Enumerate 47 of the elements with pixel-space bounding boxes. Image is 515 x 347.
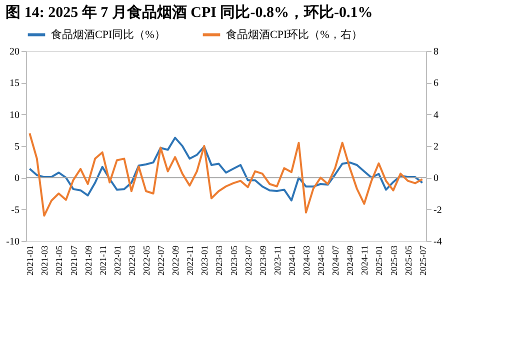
x-tick-label: 2021-11 xyxy=(98,246,108,276)
x-tick-label: 2024-03 xyxy=(302,245,312,276)
x-tick-label: 2022-11 xyxy=(185,246,196,276)
x-tick-label: 2021-07 xyxy=(68,245,79,276)
x-tick-label: 2023-09 xyxy=(258,245,268,276)
legend-label: 食品烟酒CPI环比（%，右） xyxy=(226,28,362,41)
x-tick-label: 2022-01 xyxy=(112,246,122,276)
x-tick-label: 2022-05 xyxy=(142,245,152,276)
y-tick-label: -10 xyxy=(6,236,20,248)
x-tick-label: 2024-05 xyxy=(316,245,326,276)
y2-tick-label: 8 xyxy=(434,46,438,58)
x-tick-label: 2024-07 xyxy=(330,245,341,276)
chart-title: 图 14: 2025 年 7 月食品烟酒 CPI 同比-0.8%，环比-0.1% xyxy=(6,4,373,21)
x-tick-label: 2024-01 xyxy=(286,246,297,276)
y2-tick-label: 4 xyxy=(434,110,438,121)
x-tick-label: 2021-03 xyxy=(40,245,50,276)
x-tick-label: 2021-01 xyxy=(25,246,36,276)
y-tick-label: 20 xyxy=(10,46,20,58)
y-tick-label: 5 xyxy=(14,142,20,152)
x-tick-label: 2021-05 xyxy=(54,245,64,276)
y2-tick-label: 0 xyxy=(434,173,438,184)
x-tick-label: 2021-09 xyxy=(83,245,94,276)
line-series xyxy=(28,132,424,217)
legend-label: 食品烟酒CPI同比（%） xyxy=(51,28,166,41)
x-tick-label: 2025-05 xyxy=(403,245,414,276)
x-tick-label: 2023-03 xyxy=(214,245,224,276)
x-tick-label: 2024-11 xyxy=(360,246,370,276)
y-tick-label: 15 xyxy=(10,78,20,90)
y2-tick-label: -4 xyxy=(434,236,442,248)
y-tick-label: 0 xyxy=(14,173,20,184)
y-tick-label: 10 xyxy=(10,110,20,121)
x-tick-label: 2023-07 xyxy=(243,245,254,276)
y-tick-label: -5 xyxy=(11,204,20,216)
x-tick-label: 2023-11 xyxy=(272,246,282,276)
y2-tick-label: 2 xyxy=(434,142,438,152)
x-tick-label: 2022-07 xyxy=(156,245,166,276)
y2-tick-label: 6 xyxy=(434,78,438,90)
x-tick-label: 2022-03 xyxy=(126,245,137,276)
y2-tick-label: -2 xyxy=(434,204,442,216)
x-tick-label: 2024-09 xyxy=(345,245,356,276)
x-tick-label: 2025-07 xyxy=(418,245,428,276)
line-series xyxy=(28,136,424,202)
x-tick-label: 2023-05 xyxy=(228,245,239,276)
x-tick-label: 2025-03 xyxy=(388,245,399,276)
x-tick-label: 2022-09 xyxy=(170,245,181,276)
x-tick-label: 2023-01 xyxy=(200,246,210,276)
x-tick-label: 2025-01 xyxy=(374,246,384,276)
